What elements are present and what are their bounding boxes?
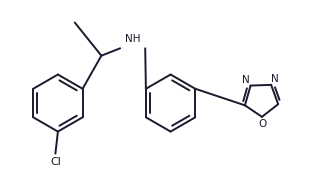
Text: NH: NH [125,34,141,44]
Text: N: N [242,75,250,85]
Text: N: N [271,74,279,84]
Text: O: O [258,119,266,129]
Text: Cl: Cl [50,157,61,167]
